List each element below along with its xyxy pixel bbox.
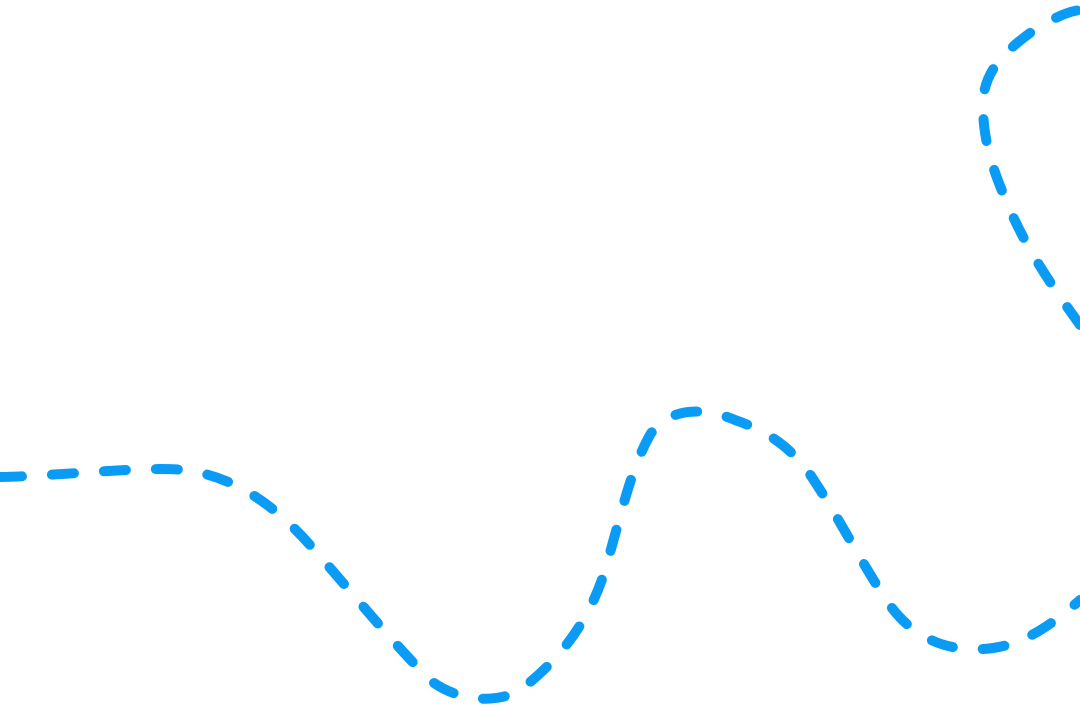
upper-dashed-curve [977, 5, 1080, 330]
lower-dashed-curve [0, 406, 1080, 704]
